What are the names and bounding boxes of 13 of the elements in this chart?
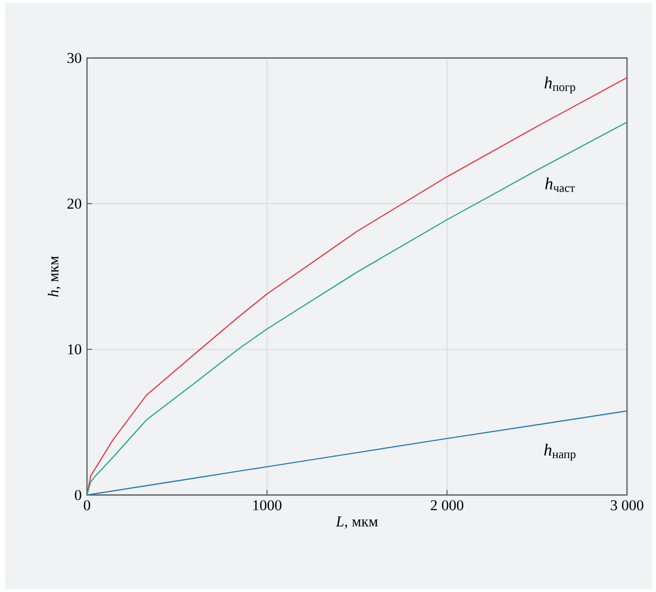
y-axis-title: h, мкм <box>48 256 61 297</box>
series-label: h$_{част}$ <box>545 177 575 192</box>
x-tick-label: 2 000 <box>430 500 464 510</box>
y-tick-label: 20 <box>67 198 82 209</box>
x-tick-label: 1000 <box>253 500 282 510</box>
x-tick-label: 3 000 <box>610 500 644 510</box>
y-tick-label: 30 <box>68 52 82 64</box>
y-tick-label: 10 <box>68 344 82 354</box>
series-label: h$_{напр}$ <box>544 444 576 461</box>
x-tick-label: 0 <box>84 500 90 510</box>
series-label: h$_{погр}$ <box>544 76 576 94</box>
y-tick-label: 0 <box>74 490 82 500</box>
x-axis-title: L, мкм <box>336 516 378 529</box>
